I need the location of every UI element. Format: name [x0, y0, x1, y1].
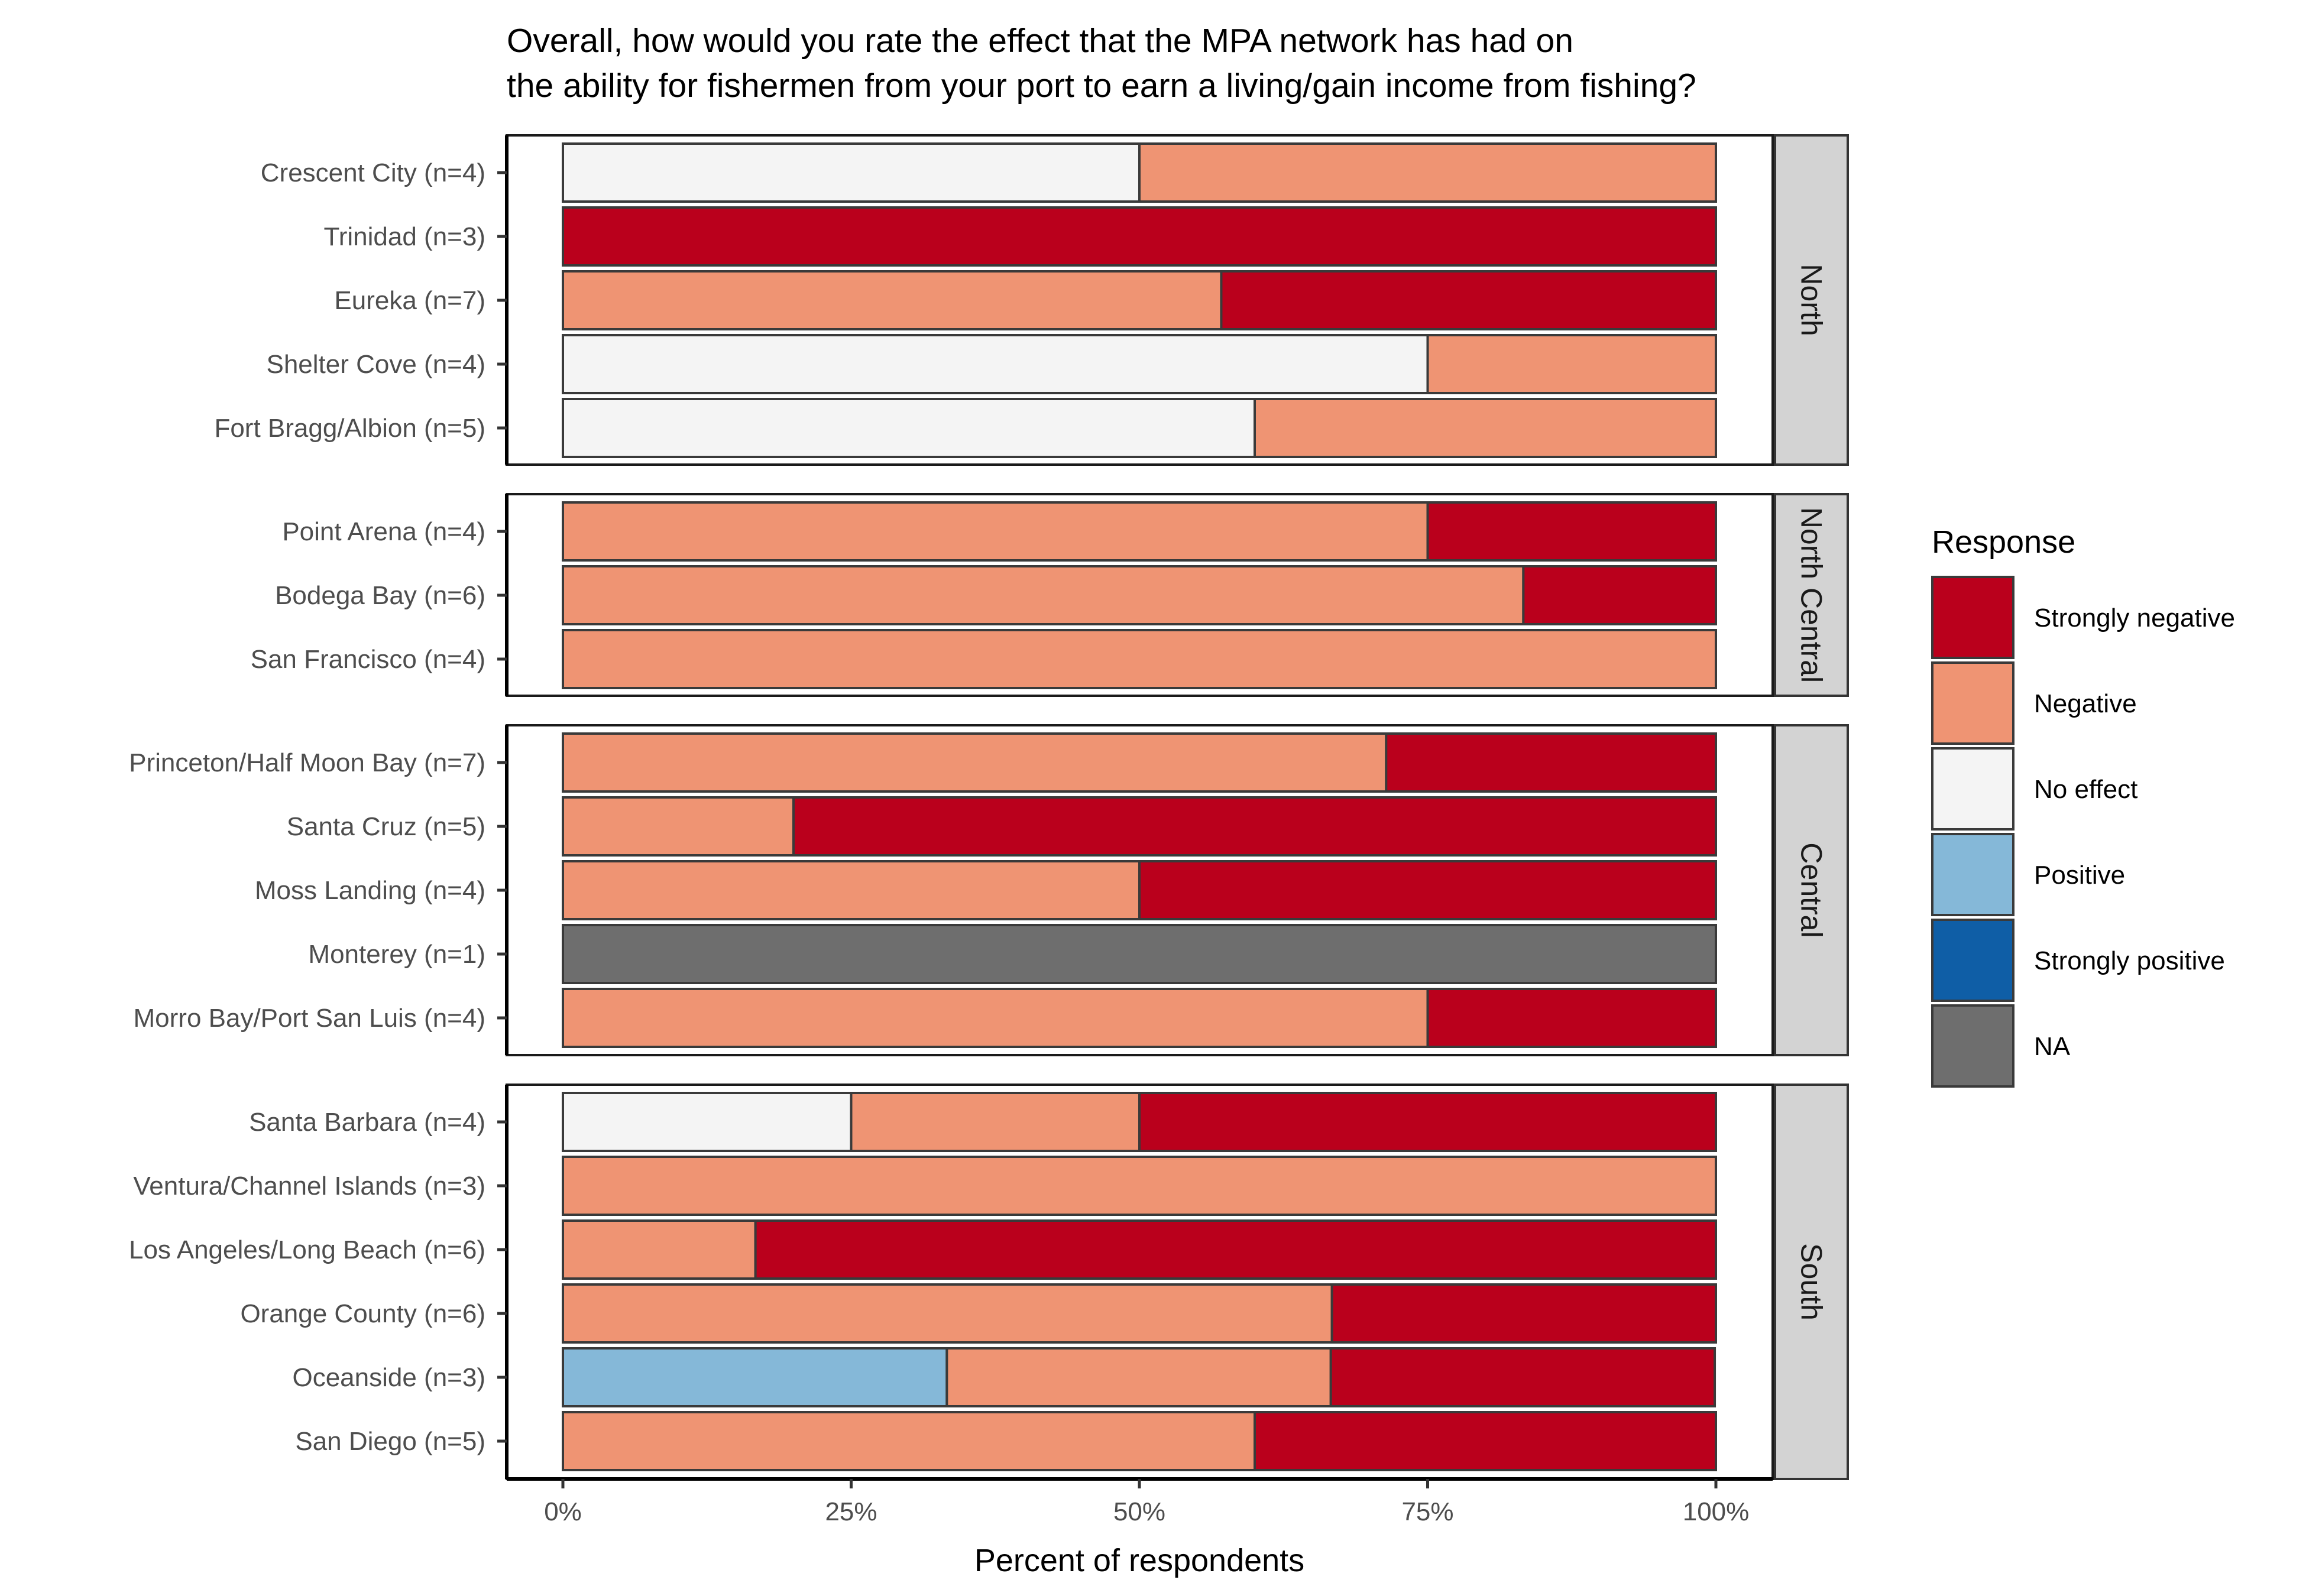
strip-south — [1774, 1084, 1849, 1480]
bar-segment-negative — [562, 860, 1141, 920]
y-tick-label: San Francisco (n=4) — [251, 645, 485, 674]
legend-key-no-effect — [1931, 747, 2014, 831]
bar-segment-strongly-negative — [1220, 270, 1717, 330]
y-tick-label: Monterey (n=1) — [308, 940, 485, 969]
panel-north: Crescent City (n=4) Trinidad (n=3) Eureka … — [214, 134, 1849, 466]
bar-segment-strongly-negative — [1138, 1092, 1717, 1152]
y-tick-label: Princeton/Half Moon Bay (n=7) — [129, 748, 485, 777]
x-axis: 0% 25% 50% 75% 100% — [507, 1477, 1773, 1526]
bar-segment-negative — [562, 1219, 757, 1280]
bar-segment-strongly-negative — [1522, 565, 1718, 625]
y-tick-label: Ventura/Channel Islands (n=3) — [133, 1172, 485, 1201]
x-tick-label: 100% — [1683, 1497, 1750, 1526]
bar-segment-negative — [562, 501, 1429, 562]
panel-north-central: Point Arena (n=4) Bodega Bay (n=6) San Fra… — [251, 493, 1849, 697]
x-axis-title: Percent of respondents — [974, 1543, 1304, 1578]
y-tick-label: Point Arena (n=4) — [282, 517, 485, 546]
panel-central: Princeton/Half Moon Bay (n=7) Santa Cruz … — [129, 724, 1849, 1056]
bar-segment-negative — [562, 796, 795, 857]
bar-segment-strongly-negative — [562, 206, 1717, 267]
y-tick-label: Crescent City (n=4) — [261, 158, 485, 187]
bar-segment-no-effect — [562, 334, 1429, 394]
y-tick-label: Orange County (n=6) — [240, 1299, 485, 1328]
bar-segment-strongly-negative — [1385, 732, 1718, 793]
y-tick-label: Santa Barbara (n=4) — [249, 1108, 485, 1137]
y-tick-label: Morro Bay/Port San Luis (n=4) — [134, 1004, 485, 1033]
legend-title: Response — [1932, 524, 2075, 560]
strip-central — [1774, 724, 1849, 1056]
legend-label: Strongly negative — [2034, 604, 2235, 632]
y-tick-label: Eureka (n=7) — [334, 286, 485, 315]
bar-segment-negative — [562, 988, 1429, 1048]
y-tick-label: Fort Bragg/Albion (n=5) — [214, 414, 485, 443]
y-tick-label: Trinidad (n=3) — [324, 222, 486, 251]
legend-key-negative — [1931, 661, 2014, 745]
chart-title-line: the ability for fishermen from your port… — [507, 67, 1696, 105]
chart-panels: Crescent City (n=4) Trinidad (n=3) Eureka … — [129, 134, 1849, 1480]
strip-north — [1774, 134, 1849, 466]
legend: Response Strongly negative Negative No effe… — [1931, 524, 2235, 1088]
strip-label: Central — [1795, 842, 1828, 938]
strip-label: South — [1795, 1243, 1828, 1321]
strip-label: North Central — [1795, 507, 1828, 683]
bar-segment-negative — [562, 1283, 1333, 1344]
bar-segment-strongly-negative — [754, 1219, 1717, 1280]
panel-south: Santa Barbara (n=4) Ventura/Channel Islan… — [129, 1084, 1849, 1480]
bar-segment-no-effect — [562, 398, 1256, 458]
chart-title: Overall, how would you rate the effect t… — [507, 22, 1696, 105]
legend-key-strongly-negative — [1931, 576, 2014, 659]
bar-segment-strongly-negative — [1138, 860, 1717, 920]
bar-segment-negative — [850, 1092, 1141, 1152]
x-tick-label: 0% — [544, 1497, 582, 1526]
bar-segment-positive — [562, 1347, 948, 1407]
bar-segment-negative — [562, 732, 1388, 793]
y-tick-label: Bodega Bay (n=6) — [275, 581, 485, 610]
legend-key-na — [1931, 1004, 2014, 1088]
x-tick-label: 75% — [1401, 1497, 1453, 1526]
y-tick-label: Shelter Cove (n=4) — [266, 350, 485, 379]
legend-key-strongly-positive — [1931, 919, 2014, 1002]
bar-segment-negative — [562, 629, 1717, 689]
legend-label: Positive — [2034, 861, 2125, 890]
y-tick-label: Santa Cruz (n=5) — [287, 812, 485, 841]
y-tick-label: Moss Landing (n=4) — [255, 876, 485, 905]
bar-segment-negative — [562, 270, 1223, 330]
bar-segment-strongly-negative — [792, 796, 1717, 857]
bar-segment-negative — [1254, 398, 1717, 458]
bar-segment-strongly-negative — [1329, 1347, 1716, 1407]
bar-segment-negative — [562, 1411, 1256, 1471]
bar-segment-na — [562, 924, 1717, 984]
bar-segment-no-effect — [562, 142, 1141, 203]
bar-segment-strongly-negative — [1426, 988, 1717, 1048]
bar-segment-negative — [1426, 334, 1717, 394]
bar-segment-no-effect — [562, 1092, 853, 1152]
x-tick-label: 25% — [825, 1497, 877, 1526]
legend-label: No effect — [2034, 775, 2137, 804]
y-tick-label: Oceanside (n=3) — [292, 1363, 485, 1392]
bar-segment-negative — [1138, 142, 1717, 203]
bar-segment-strongly-negative — [1254, 1411, 1717, 1471]
chart-title-line: Overall, how would you rate the effect t… — [507, 22, 1573, 60]
y-tick-label: Los Angeles/Long Beach (n=6) — [129, 1235, 485, 1264]
strip-north-central — [1774, 493, 1849, 697]
strip-label: North — [1795, 264, 1828, 336]
legend-label: Negative — [2034, 689, 2137, 718]
bar-segment-strongly-negative — [1426, 501, 1717, 562]
legend-label: Strongly positive — [2034, 946, 2225, 975]
legend-key-positive — [1931, 833, 2014, 916]
x-tick-label: 50% — [1113, 1497, 1165, 1526]
bar-segment-negative — [562, 565, 1525, 625]
bar-segment-negative — [945, 1347, 1332, 1407]
legend-label: NA — [2034, 1032, 2071, 1061]
bar-segment-strongly-negative — [1330, 1283, 1717, 1344]
bar-segment-negative — [562, 1156, 1717, 1216]
y-tick-label: San Diego (n=5) — [295, 1427, 485, 1456]
